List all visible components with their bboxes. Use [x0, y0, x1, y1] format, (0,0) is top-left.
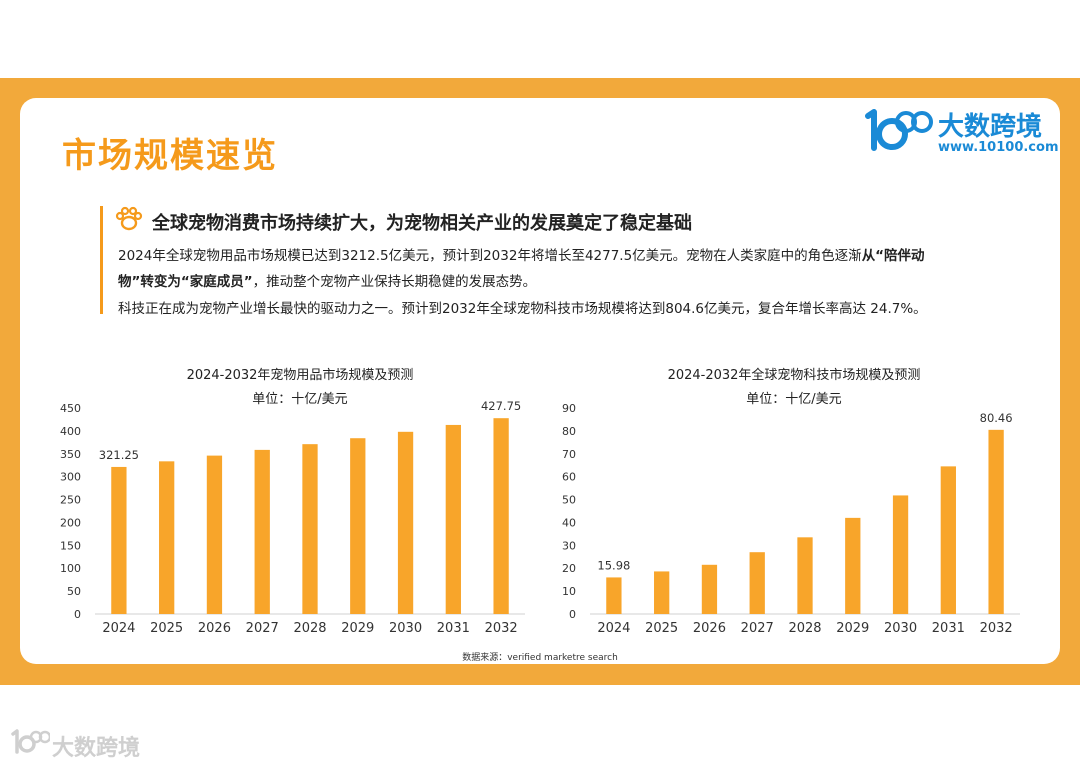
chart1-x-tick-label: 2031 [437, 621, 470, 636]
chart1-data-label: 321.25 [99, 448, 139, 462]
chart1-bar-2025 [159, 461, 175, 614]
chart2-bar-2032 [988, 429, 1004, 614]
watermark: 大数跨境 [10, 728, 140, 761]
chart1-bar-2024 [111, 466, 127, 614]
brand-url[interactable]: www.10100.com [938, 140, 1059, 155]
chart2-data-label: 80.46 [980, 411, 1013, 425]
chart2-y-tick-label: 20 [562, 562, 576, 575]
chart1-y-tick-label: 50 [67, 585, 81, 598]
paragraph-line-1: 2024年全球宠物用品市场规模已达到3212.5亿美元，预计到2032年将增长至… [118, 244, 925, 264]
chart1-x-tick-label: 2027 [246, 621, 279, 636]
headline: 全球宠物消费市场持续扩大，为宠物相关产业的发展奠定了稳定基础 [152, 213, 692, 234]
chart2-bar-2024 [606, 577, 622, 614]
chart1-y-tick-label: 0 [74, 608, 81, 621]
chart2-y-tick-label: 40 [562, 516, 576, 529]
chart2-bar-2028 [797, 537, 813, 614]
chart2-x-tick-label: 2025 [645, 621, 678, 636]
chart1-bar-2031 [445, 424, 461, 614]
chart1-x-tick-label: 2029 [341, 621, 374, 636]
chart2-title: 2024-2032年全球宠物科技市场规模及预测 [667, 368, 921, 383]
chart2-bar-2025 [654, 571, 670, 614]
chart1-data-label: 427.75 [481, 399, 521, 413]
chart2-y-tick-label: 70 [562, 448, 576, 461]
chart1-y-tick-label: 150 [60, 539, 81, 552]
chart2-bar-2027 [749, 552, 765, 614]
para2-bold: 物”转变为“家庭成员” [118, 274, 253, 290]
chart2-bar-2031 [940, 466, 956, 614]
chart2-y-tick-label: 50 [562, 494, 576, 507]
chart2-y-tick-label: 60 [562, 471, 576, 484]
chart1-bar-2027 [254, 449, 270, 614]
paragraph-line-2: 物”转变为“家庭成员”，推动整个宠物产业保持长期稳健的发展态势。 [118, 270, 536, 290]
page-title: 市场规模速览 [62, 136, 278, 176]
chart2-x-tick-label: 2027 [741, 621, 774, 636]
chart1-y-tick-label: 100 [60, 562, 81, 575]
para1-text: 2024年全球宠物用品市场规模已达到3212.5亿美元，预计到2032年将增长至… [118, 248, 862, 264]
chart1-plot: 0 50 100 150 200 250 300 350 400 450 2024 321.25 202… [60, 399, 525, 636]
chart1-x-tick-label: 2030 [389, 621, 422, 636]
chart2-x-tick-label: 2030 [884, 621, 917, 636]
chart1-bar-2029 [350, 438, 366, 614]
para1-bold: 从“陪伴动 [861, 248, 925, 264]
chart1-y-tick-label: 450 [60, 402, 81, 415]
brand-logo[interactable]: 大数跨境 www.10100.com [862, 104, 1059, 160]
chart2-y-tick-label: 90 [562, 402, 576, 415]
chart1-x-tick-label: 2025 [150, 621, 183, 636]
chart1-bar-2026 [206, 455, 223, 614]
chart1-y-tick-label: 250 [60, 494, 81, 507]
chart1-y-tick-label: 200 [60, 516, 81, 529]
chart2-x-tick-label: 2026 [693, 621, 726, 636]
paw-icon [115, 206, 143, 231]
chart2-x-tick-label: 2028 [788, 621, 821, 636]
quote-accent-bar [100, 206, 103, 314]
chart2-y-tick-label: 0 [569, 608, 576, 621]
chart2-x-tick-label: 2032 [980, 621, 1013, 636]
chart2-y-tick-label: 10 [562, 585, 576, 598]
chart2-bar-2030 [892, 495, 909, 614]
chart2-subtitle: 单位：十亿/美元 [746, 392, 842, 407]
chart1-y-tick-label: 350 [60, 448, 81, 461]
para2-text: ，推动整个宠物产业保持长期稳健的发展态势。 [252, 274, 537, 290]
chart2-x-tick-label: 2031 [932, 621, 965, 636]
data-source-note: 数据来源：verified marketre search [462, 653, 618, 663]
chart2-bar-2029 [845, 517, 861, 614]
chart1-title: 2024-2032年宠物用品市场规模及预测 [186, 368, 414, 383]
chart1-bar-2032 [493, 418, 509, 614]
content-card [20, 98, 1060, 664]
chart2-bar-2026 [701, 564, 718, 614]
paragraph-line-3: 科技正在成为宠物产业增长最快的驱动力之一。预计到2032年全球宠物科技市场规模将… [118, 301, 927, 317]
chart1-x-tick-label: 2032 [485, 621, 518, 636]
chart1-x-tick-label: 2024 [102, 621, 135, 636]
brand-logo-icon [865, 109, 933, 151]
chart2-x-tick-label: 2029 [836, 621, 869, 636]
chart1-x-tick-label: 2028 [293, 621, 326, 636]
chart2-data-label: 15.98 [597, 558, 630, 572]
chart1-x-tick-label: 2026 [198, 621, 231, 636]
chart1-bar-2030 [397, 431, 414, 614]
chart1-bar-2028 [302, 444, 318, 614]
chart1-y-tick-label: 300 [60, 471, 81, 484]
chart2-y-tick-label: 30 [562, 539, 576, 552]
chart1-y-tick-label: 400 [60, 425, 81, 438]
watermark-logo-icon [11, 729, 52, 754]
chart2-x-tick-label: 2024 [597, 621, 630, 636]
chart1-subtitle: 单位：十亿/美元 [252, 392, 348, 407]
chart2-y-tick-label: 80 [562, 425, 576, 438]
watermark-text: 大数跨境 [52, 736, 141, 761]
brand-name: 大数跨境 [938, 112, 1043, 142]
